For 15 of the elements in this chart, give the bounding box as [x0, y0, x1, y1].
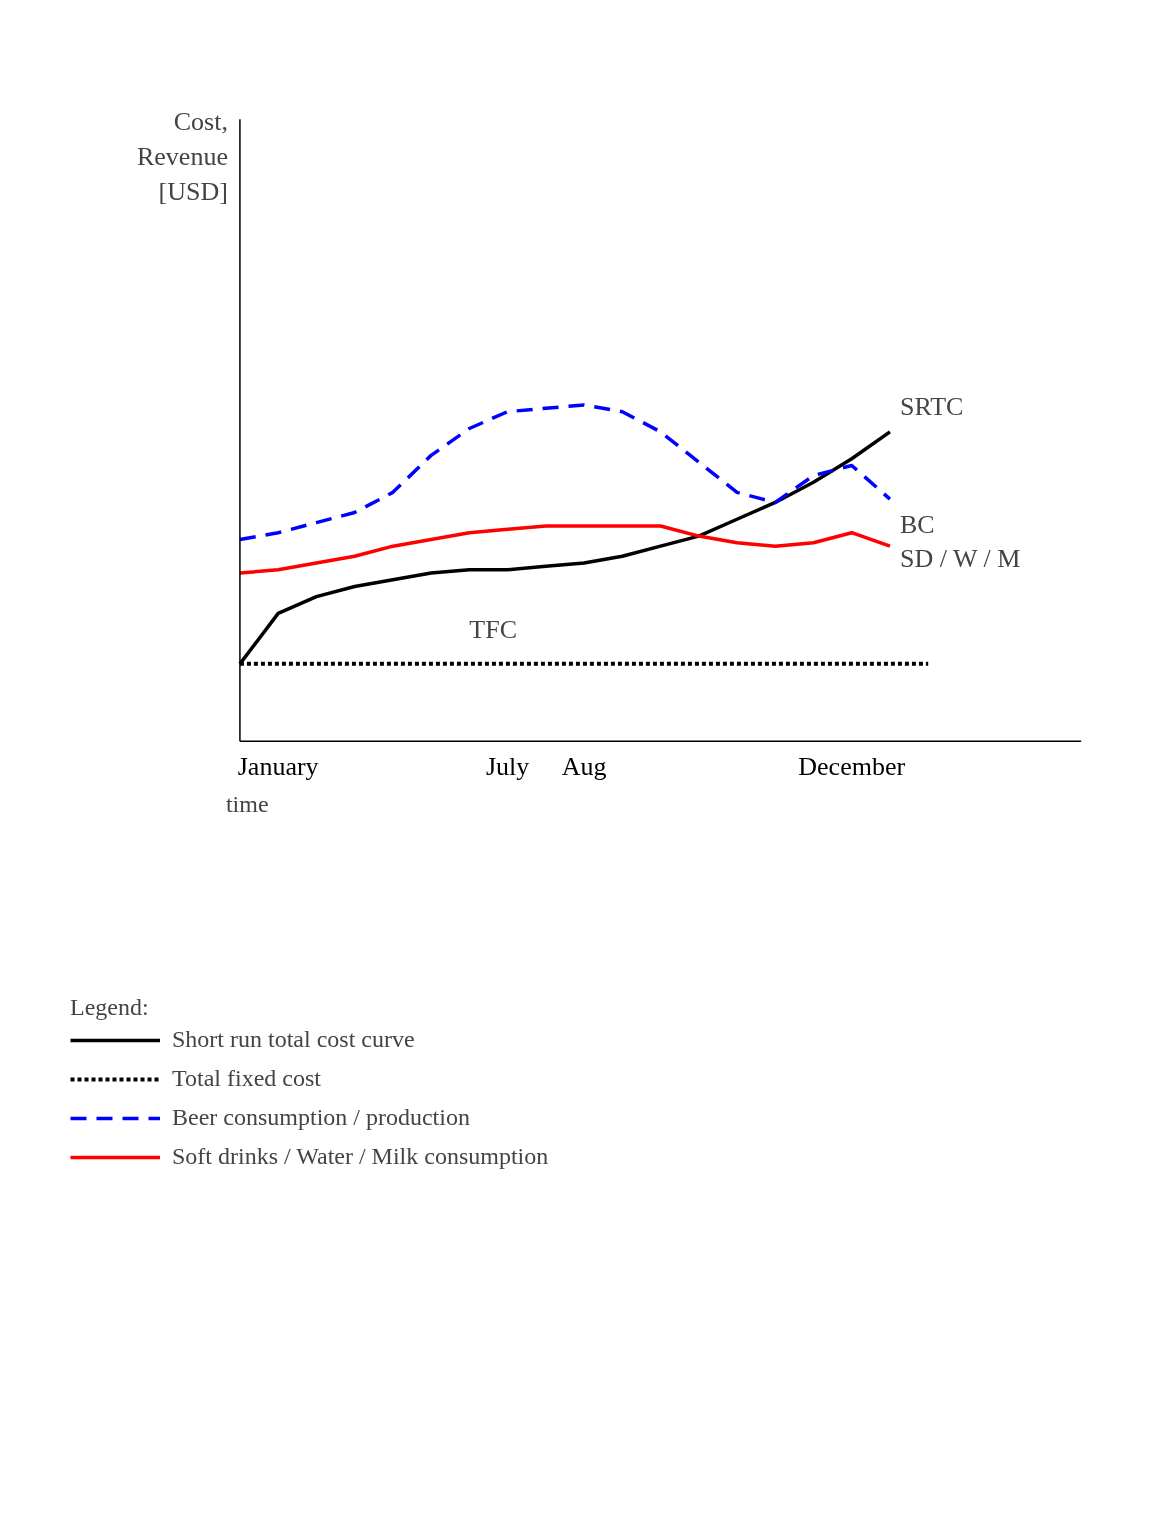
annotation: SRTC	[899, 392, 964, 422]
x-tick-label: July	[485, 752, 530, 782]
legend-title: Legend:	[70, 994, 150, 1021]
legend-label: Beer consumption / production	[172, 1104, 470, 1131]
x-axis-title: time	[225, 791, 269, 818]
text: Cost, Revenue [USD]	[136, 107, 228, 206]
annotation: SD / W / M	[899, 543, 1021, 573]
x-tick-label: January	[237, 752, 319, 782]
annotation: TFC	[469, 614, 518, 644]
legend-label: Total fixed cost	[172, 1065, 321, 1092]
x-tick-label: December	[798, 752, 906, 782]
x-tick-label: Aug	[561, 752, 607, 782]
legend-label: Short run total cost curve	[172, 1026, 415, 1053]
annotation: BC	[899, 509, 935, 539]
legend-label: Soft drinks / Water / Milk consumption	[172, 1143, 549, 1170]
